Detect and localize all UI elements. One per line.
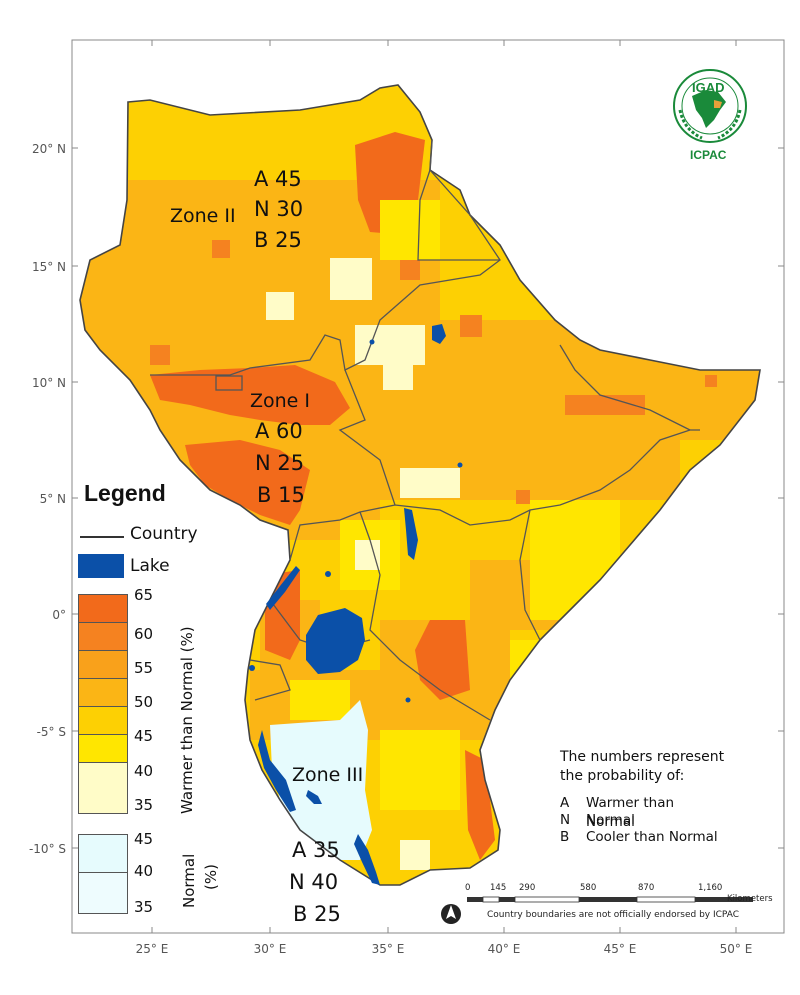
note-text: Normal <box>586 812 635 828</box>
zone-iii-b: B 25 <box>293 902 341 926</box>
north-arrow-icon <box>441 904 461 924</box>
zone-ii-name: Zone II <box>170 205 236 227</box>
logo-igad-text: IGAD <box>692 80 725 95</box>
country-line-swatch <box>80 536 124 538</box>
map-frame <box>71 39 785 934</box>
scale-45: 45 <box>134 727 154 745</box>
note-row-a: A Warmer than Normal <box>560 794 724 830</box>
note-key: A <box>560 795 570 811</box>
lake-malawi <box>354 834 380 885</box>
km-tick: 1,160 <box>698 883 723 893</box>
swatch-40 <box>78 734 128 763</box>
note-key: N <box>560 812 571 828</box>
normal-scale-35: 35 <box>134 898 154 916</box>
lon-label: 40° E <box>488 942 521 956</box>
lon-label: 50° E <box>720 942 753 956</box>
lake-swatch <box>78 554 124 578</box>
lon-label: 30° E <box>254 942 287 956</box>
normal-scale-45: 45 <box>134 830 154 848</box>
note-row-n: N Normal <box>560 811 724 828</box>
scale-60: 60 <box>134 625 154 643</box>
swatch-55 <box>78 650 128 679</box>
zone-i-b: B 15 <box>257 483 305 507</box>
scale-55: 55 <box>134 659 154 677</box>
lake-naivasha <box>405 697 411 703</box>
zone-iii-a: A 35 <box>292 838 340 862</box>
lat-label: 5° N <box>40 492 66 506</box>
probability-note: The numbers represent the probability of… <box>560 748 724 845</box>
km-tick: 580 <box>580 883 597 893</box>
lake-rukwa <box>306 790 322 804</box>
zone-iii-name: Zone III <box>292 764 363 786</box>
zone-i-name: Zone I <box>250 390 310 412</box>
lat-label: 10° N <box>32 376 66 390</box>
lon-label: 25° E <box>136 942 169 956</box>
zone-i-a: A 60 <box>255 419 303 443</box>
lake-abaya <box>457 462 463 468</box>
zone-ii-n: N 30 <box>254 197 303 221</box>
swatch-normal-40 <box>78 872 128 914</box>
lat-label: 20° N <box>32 142 66 156</box>
scale-40: 40 <box>134 762 154 780</box>
note-text: Warmer than Normal <box>586 795 675 830</box>
swatch-60 <box>78 622 128 651</box>
lake-kivu <box>249 665 255 671</box>
zone-ii-b: B 25 <box>254 228 302 252</box>
lake-small <box>369 339 375 345</box>
km-tick: 0 <box>465 883 471 893</box>
swatch-normal-45 <box>78 834 128 873</box>
logo-icpac-text: ICPAC <box>690 148 727 162</box>
swatch-35 <box>78 762 128 814</box>
boundary-disclaimer: Country boundaries are not officially en… <box>487 910 740 920</box>
lake-victoria <box>306 608 365 674</box>
legend-title: Legend <box>84 480 166 506</box>
legend-country-label: Country <box>130 524 198 544</box>
swatch-65 <box>78 594 128 623</box>
lat-label: 0° <box>52 608 66 622</box>
legend-lake-label: Lake <box>130 556 170 576</box>
lat-label: -10° S <box>29 842 66 856</box>
lake-tana <box>432 324 446 344</box>
note-key: B <box>560 829 570 845</box>
normal-axis-title: Normal <box>180 853 198 908</box>
scale-35: 35 <box>134 796 154 814</box>
km-tick: 870 <box>638 883 655 893</box>
lon-label: 35° E <box>372 942 405 956</box>
km-tick: 145 <box>490 883 507 893</box>
lat-label: -5° S <box>37 725 66 739</box>
note-line-2: the probability of: <box>560 768 685 784</box>
zone-ii-a: A 45 <box>254 167 302 191</box>
swatch-45 <box>78 706 128 735</box>
scale-65: 65 <box>134 586 154 604</box>
igad-icpac-logo: IGAD ICPAC <box>662 66 758 166</box>
normal-axis-unit: (%) <box>202 864 220 890</box>
scale-bar <box>467 896 753 903</box>
note-line-1: The numbers represent <box>560 749 725 765</box>
country-boundaries <box>79 84 761 886</box>
lat-label: 15° N <box>32 260 66 274</box>
lon-label: 45° E <box>604 942 637 956</box>
warmer-axis-title: Warmer than Normal (%) <box>178 626 196 814</box>
note-text: Cooler than Normal <box>586 829 718 845</box>
lake-tanganyika <box>258 730 296 812</box>
zone-iii-n: N 40 <box>289 870 338 894</box>
lake-albert <box>266 566 300 610</box>
lake-kyoga <box>325 571 331 577</box>
swatch-50 <box>78 678 128 707</box>
scale-50: 50 <box>134 693 154 711</box>
zone-i-n: N 25 <box>255 451 304 475</box>
lakes <box>249 324 463 885</box>
km-unit: Kilometers <box>727 894 773 904</box>
km-tick: 290 <box>519 883 536 893</box>
note-row-b: B Cooler than Normal <box>560 828 724 845</box>
lake-turkana <box>404 508 418 560</box>
normal-scale-40: 40 <box>134 862 154 880</box>
